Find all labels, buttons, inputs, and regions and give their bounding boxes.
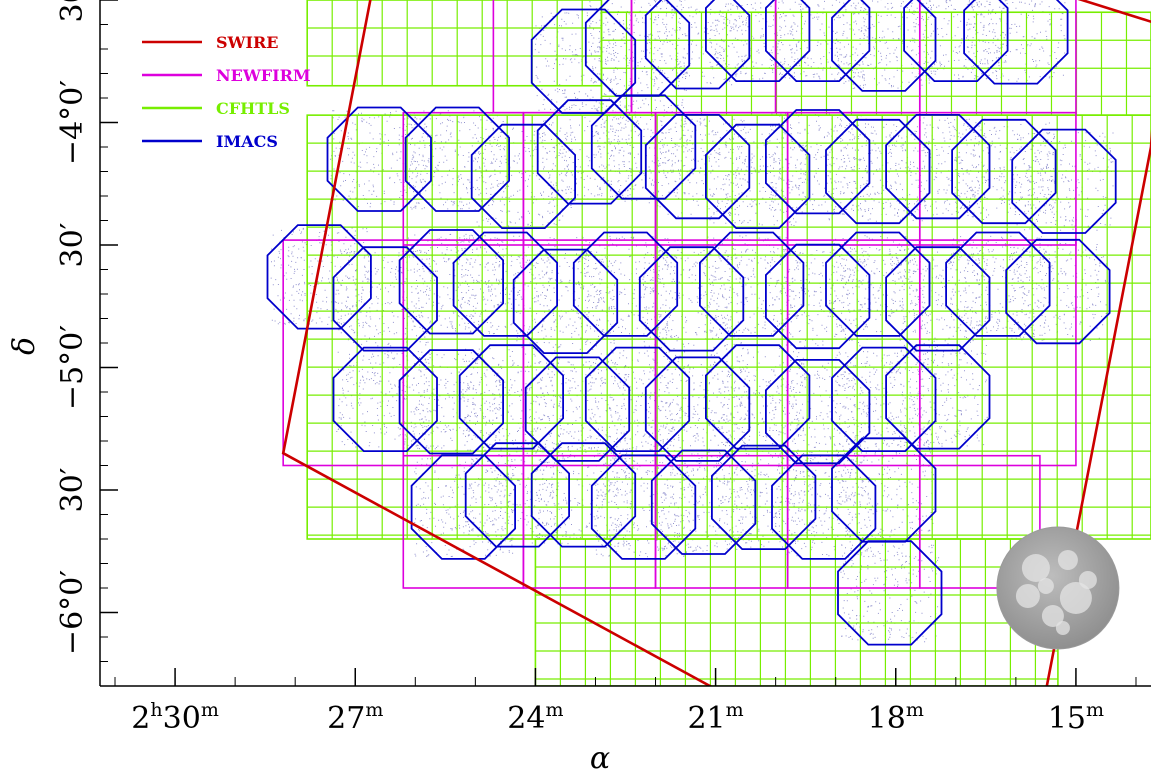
imacs-pointing xyxy=(266,224,372,330)
imacs-pointing xyxy=(705,344,811,450)
x-tick-label: 21m xyxy=(687,699,743,736)
imacs-pointing xyxy=(1011,128,1117,234)
imacs-pointing xyxy=(825,118,931,225)
imacs-pointing xyxy=(765,243,871,350)
cfhtls-tile-border xyxy=(534,538,1059,686)
y-ticks: 30′ −4°0′ 30′ −5°0′ 30′ −6°0′ xyxy=(55,0,118,687)
imacs-pointing xyxy=(512,248,619,355)
legend: SWIRE NEWFIRM CFHTLS IMACS xyxy=(142,33,311,151)
imacs-pointing xyxy=(945,231,1051,337)
imacs-pointing xyxy=(831,346,937,453)
moon-highland xyxy=(1059,582,1092,614)
legend-label: SWIRE xyxy=(216,33,279,52)
imacs-pointing xyxy=(524,356,631,462)
cfhtls-region xyxy=(306,114,1151,540)
imacs-pointing xyxy=(705,123,811,230)
imacs-pointing xyxy=(584,346,691,453)
imacs-pointing xyxy=(765,109,871,215)
cfhtls-region xyxy=(534,538,1059,686)
imacs-pointing xyxy=(458,344,564,450)
imacs-pointing xyxy=(398,349,505,455)
imacs-pointing xyxy=(765,358,871,465)
moon-highland xyxy=(1021,554,1050,582)
moon-highland xyxy=(1078,571,1097,589)
x-tick-label: 27m xyxy=(327,699,383,736)
x-tick-label: 24m xyxy=(507,699,563,736)
imacs-pointing xyxy=(638,246,745,352)
y-tick-label: 30′ xyxy=(55,467,90,512)
imacs-pointing xyxy=(644,114,751,220)
imacs-pointing xyxy=(699,231,805,337)
x-tick-label: 2h30m xyxy=(131,699,219,736)
imacs-pointing xyxy=(644,0,751,90)
newfirm-field xyxy=(918,239,1077,467)
imacs-pointing xyxy=(536,99,643,205)
series-imacs xyxy=(266,0,1117,646)
imacs-pointing xyxy=(765,0,871,82)
imacs-pointing xyxy=(590,454,697,560)
imacs-pointing xyxy=(903,0,1009,82)
imacs-pointing xyxy=(650,449,757,555)
x-axis-title: α xyxy=(590,741,610,776)
imacs-pointing xyxy=(644,356,751,462)
y-tick-label: −4°0′ xyxy=(55,80,90,165)
imacs-pointing xyxy=(885,344,991,450)
imacs-pointing xyxy=(530,8,637,114)
cfhtls-region xyxy=(306,0,603,87)
axes: 30′ −4°0′ 30′ −5°0′ 30′ −6°0′ 2h30m 27m 24m 21m 1… xyxy=(7,0,1151,776)
moon-highland xyxy=(1037,578,1054,594)
x-tick-label: 18m xyxy=(868,699,924,736)
newfirm-field xyxy=(918,454,1041,589)
imacs-pointing xyxy=(452,231,558,337)
imacs-pointing xyxy=(771,454,877,560)
imacs-pointing xyxy=(464,442,570,548)
imacs-pointing xyxy=(831,0,937,92)
swire-footprint xyxy=(281,0,1151,686)
imacs-pointing xyxy=(398,229,505,335)
moon-highland xyxy=(1057,550,1078,570)
moon-highland xyxy=(1055,621,1070,635)
imacs-pointing xyxy=(837,540,943,646)
imacs-pointing xyxy=(705,0,811,82)
imacs-pointing xyxy=(470,123,576,230)
y-tick-label: 30′ xyxy=(55,0,90,23)
x-ticks: 2h30m 27m 24m 21m 18m 15m xyxy=(114,668,1137,736)
imacs-pointing xyxy=(572,231,679,337)
imacs-pointing xyxy=(326,106,432,212)
legend-label: CFHTLS xyxy=(216,99,290,118)
moon-highland xyxy=(1015,584,1040,608)
imacs-pointing xyxy=(530,442,637,548)
imacs-pointing xyxy=(963,0,1069,85)
plot-area xyxy=(266,0,1151,686)
imacs-pointing xyxy=(332,346,438,453)
newfirm-field xyxy=(918,111,1077,246)
moon-highland xyxy=(1041,605,1064,627)
legend-label: NEWFIRM xyxy=(216,66,311,85)
imacs-pointing xyxy=(410,454,516,560)
moon-icon xyxy=(996,526,1120,650)
y-tick-label: 30′ xyxy=(55,222,90,267)
imacs-pointing xyxy=(1005,238,1111,345)
legend-label: IMACS xyxy=(216,132,278,151)
cfhtls-region xyxy=(600,11,1151,116)
newfirm-field xyxy=(654,111,789,246)
imacs-pointing xyxy=(951,118,1057,225)
newfirm-field xyxy=(402,239,525,467)
imacs-pointing xyxy=(885,246,991,352)
y-tick-label: −5°0′ xyxy=(55,325,90,410)
imacs-pointing xyxy=(885,114,991,220)
series-swire xyxy=(281,0,1151,686)
y-tick-label: −6°0′ xyxy=(55,570,90,655)
y-axis-title: δ xyxy=(7,337,42,355)
x-tick-label: 15m xyxy=(1048,699,1104,736)
newfirm-field xyxy=(402,111,525,246)
imacs-pointing xyxy=(332,246,438,352)
cfhtls-tile-border xyxy=(306,114,1151,540)
imacs-pointing xyxy=(711,444,817,550)
imacs-pointing xyxy=(825,231,931,337)
